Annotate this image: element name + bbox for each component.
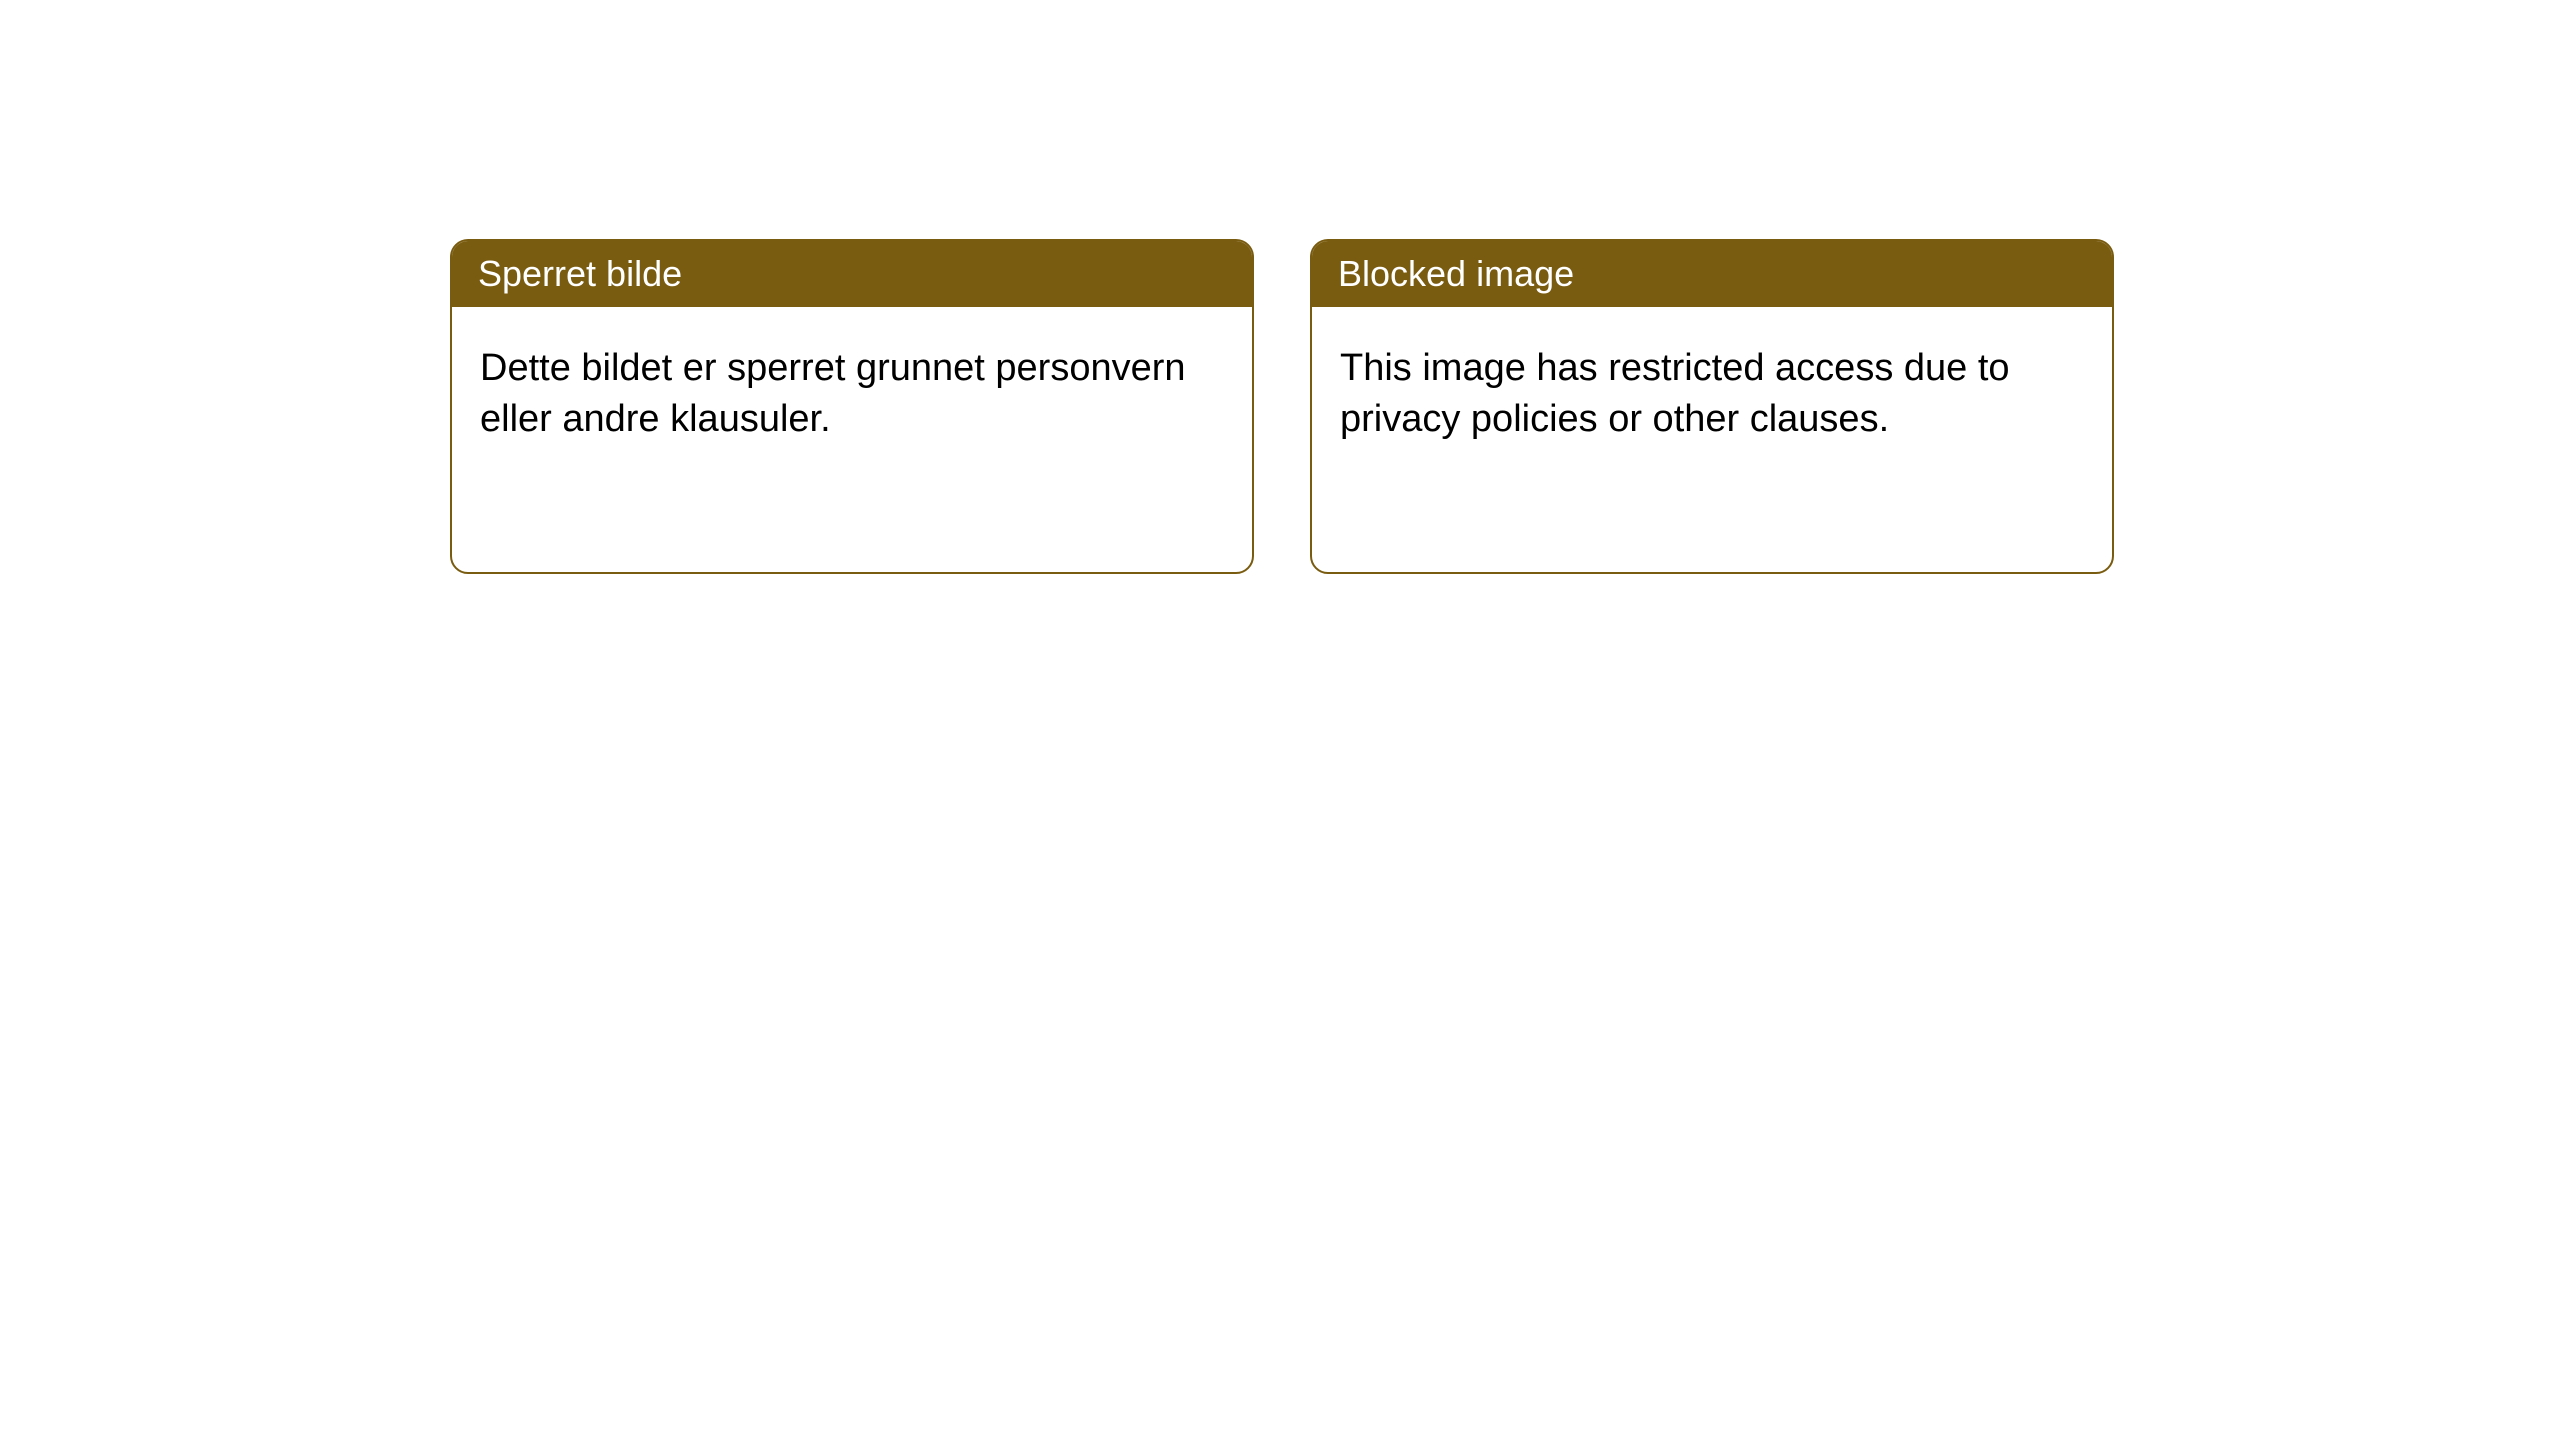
- notice-card-norwegian: Sperret bilde Dette bildet er sperret gr…: [450, 239, 1254, 574]
- notice-card-english: Blocked image This image has restricted …: [1310, 239, 2114, 574]
- notice-cards-row: Sperret bilde Dette bildet er sperret gr…: [450, 239, 2560, 574]
- card-title-english: Blocked image: [1312, 241, 2112, 307]
- card-body-norwegian: Dette bildet er sperret grunnet personve…: [452, 307, 1252, 482]
- card-title-norwegian: Sperret bilde: [452, 241, 1252, 307]
- card-body-english: This image has restricted access due to …: [1312, 307, 2112, 482]
